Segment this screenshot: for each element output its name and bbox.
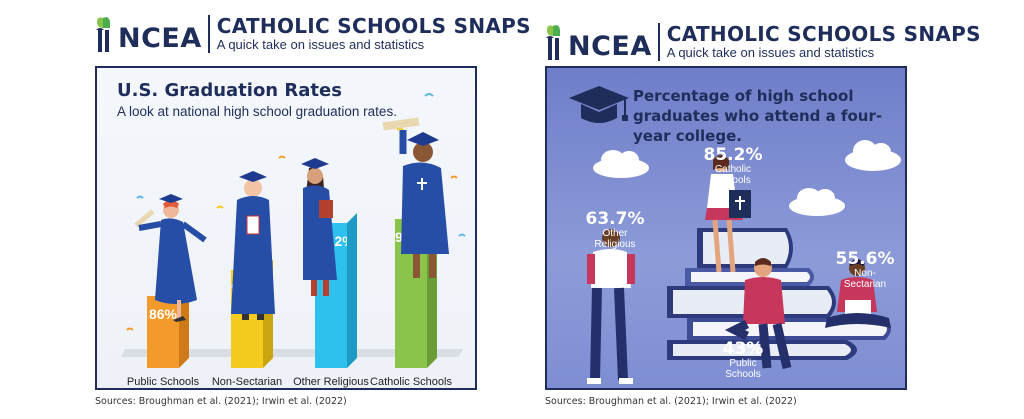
- student-other-religious: [587, 229, 635, 384]
- stat-catholic-schools: 85.2% Catholic Schools: [693, 146, 773, 186]
- header-title: CATHOLIC SCHOOLS SNAPS: [666, 22, 981, 46]
- header-divider: [207, 15, 210, 53]
- logo-text: NCEA: [568, 31, 652, 62]
- stat-percentage: 55.6%: [835, 249, 895, 269]
- category-label: Non-Sectarian: [211, 376, 283, 388]
- graduation-cap-icon: [569, 86, 629, 123]
- header-subtitle: A quick take on issues and statistics: [216, 37, 425, 52]
- student-illustrations: [587, 155, 891, 384]
- graduate-figure-4: [382, 117, 449, 278]
- stat-other-religious: 63.7% Other Religious: [575, 210, 655, 250]
- header-divider: [657, 23, 660, 61]
- left-panel-title: U.S. Graduation Rates: [117, 80, 342, 101]
- cloud-icon: [593, 150, 649, 178]
- stat-public-schools: 43% Public Schools: [703, 340, 783, 380]
- right-header: NCEA CATHOLIC SCHOOLS SNAPS A quick take…: [545, 22, 981, 62]
- graduation-rates-panel: U.S. Graduation Rates A look at national…: [95, 66, 477, 390]
- header-text: CATHOLIC SCHOOLS SNAPS A quick take on i…: [217, 15, 531, 53]
- cloud-icon: [845, 140, 901, 171]
- confetti-decoration: [126, 93, 466, 331]
- right-sources: Sources: Broughman et al. (2021); Irwin …: [545, 396, 797, 407]
- bar-value-label: 86%: [148, 306, 178, 322]
- logo-text: NCEA: [118, 23, 202, 54]
- stat-percentage: 85.2%: [703, 145, 763, 165]
- category-label: Other Religious: [293, 376, 369, 388]
- stat-label: Non-: [854, 268, 876, 279]
- header-subtitle: A quick take on issues and statistics: [666, 45, 875, 60]
- header-text: CATHOLIC SCHOOLS SNAPS A quick take on i…: [667, 23, 981, 61]
- bar-public-schools: 86%: [147, 286, 189, 368]
- stat-label: Sectarian: [843, 279, 887, 290]
- left-panel-subtitle: A look at national high school graduatio…: [117, 104, 397, 119]
- student-non-sectarian: [825, 259, 891, 328]
- left-sources: Sources: Broughman et al. (2021); Irwin …: [95, 396, 347, 407]
- graduate-figure-3: [301, 158, 337, 296]
- header-title: CATHOLIC SCHOOLS SNAPS: [216, 14, 531, 38]
- stat-label: Public: [729, 358, 757, 369]
- cloud-icon: [789, 188, 845, 216]
- stat-label: Schools: [725, 369, 761, 380]
- left-header: NCEA CATHOLIC SCHOOLS SNAPS A quick take…: [95, 14, 531, 54]
- stat-label: Other: [602, 228, 628, 239]
- ncea-logo: NCEA: [95, 14, 202, 54]
- right-panel-title: Percentage of high school graduates who …: [633, 87, 883, 145]
- category-label: Catholic Schools: [370, 376, 452, 388]
- category-label: Public Schools: [126, 376, 200, 388]
- stat-percentage: 43%: [722, 339, 764, 359]
- college-attendance-panel: Percentage of high school graduates who …: [545, 66, 907, 390]
- graduate-figure-2: [231, 171, 275, 320]
- stat-non-sectarian: 55.6% Non- Sectarian: [825, 250, 905, 290]
- stat-label: Schools: [715, 175, 751, 186]
- student-public-schools: [724, 258, 792, 369]
- student-catholic-schools: [705, 155, 751, 273]
- stat-label: Religious: [594, 239, 636, 250]
- ncea-logo-icon: [96, 17, 110, 52]
- graduate-illustrations: [134, 117, 449, 322]
- stat-label: Catholic: [714, 164, 752, 175]
- graduate-figure-1: [134, 194, 207, 322]
- ncea-logo-icon: [546, 25, 560, 60]
- stat-percentage: 63.7%: [585, 209, 645, 229]
- ncea-logo: NCEA: [545, 22, 652, 62]
